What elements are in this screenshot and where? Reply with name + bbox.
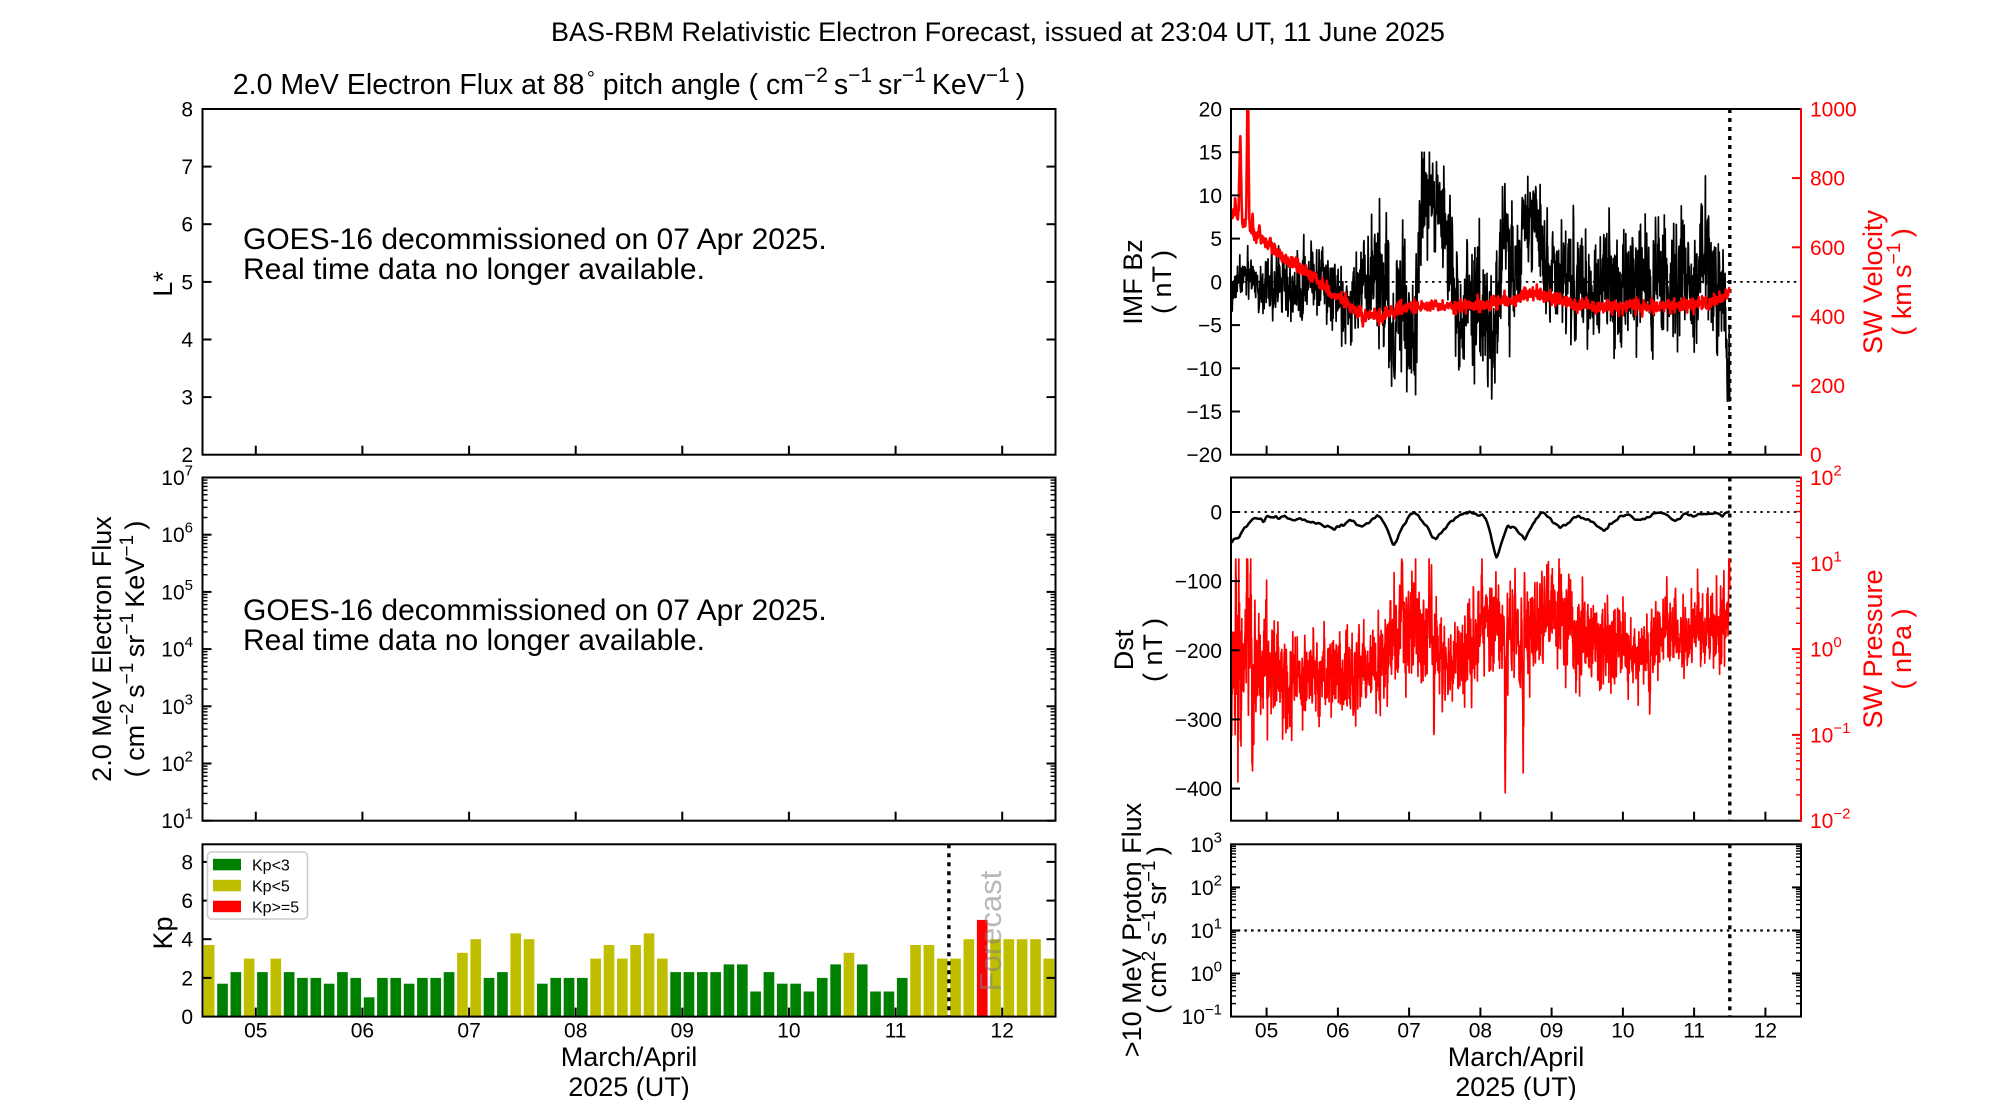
svg-text:IMF Bz: IMF Bz	[1118, 239, 1148, 325]
svg-text:4: 4	[181, 329, 193, 352]
svg-text:−20: −20	[1186, 444, 1222, 467]
svg-text:L*: L*	[148, 271, 178, 297]
svg-text:−10: −10	[1186, 358, 1222, 381]
svg-text:March/April: March/April	[561, 1042, 698, 1072]
svg-text:11: 11	[885, 1020, 907, 1043]
svg-text:March/April: March/April	[1448, 1042, 1585, 1072]
svg-text:12: 12	[991, 1020, 1014, 1043]
svg-text:1000: 1000	[1810, 99, 1857, 122]
svg-text:−200: −200	[1175, 640, 1222, 663]
svg-text:11: 11	[1683, 1020, 1705, 1043]
svg-text:−15: −15	[1186, 401, 1222, 424]
svg-text:15: 15	[1199, 142, 1222, 165]
svg-text:8: 8	[181, 851, 193, 874]
svg-text:10−2: 10−2	[1810, 806, 1850, 834]
svg-text:Dst: Dst	[1109, 629, 1139, 670]
svg-text:07: 07	[1397, 1020, 1420, 1043]
svg-text:0: 0	[1210, 502, 1222, 525]
svg-text:0: 0	[1210, 271, 1222, 294]
svg-text:( nPa ): ( nPa )	[1887, 608, 1917, 689]
svg-text:2.0 MeV Electron Flux: 2.0 MeV Electron Flux	[87, 516, 117, 782]
svg-text:Real time data no longer avail: Real time data no longer available.	[243, 253, 705, 286]
svg-text:2: 2	[181, 444, 193, 467]
svg-text:600: 600	[1810, 237, 1845, 260]
svg-text:−300: −300	[1175, 709, 1222, 732]
svg-text:SW Pressure: SW Pressure	[1858, 569, 1888, 728]
svg-text:06: 06	[1326, 1020, 1349, 1043]
svg-text:7: 7	[181, 156, 193, 179]
svg-text:8: 8	[181, 99, 193, 122]
svg-text:200: 200	[1810, 375, 1845, 398]
svg-text:05: 05	[244, 1020, 267, 1043]
svg-text:5: 5	[1210, 228, 1222, 251]
svg-text:09: 09	[1540, 1020, 1563, 1043]
svg-text:08: 08	[1469, 1020, 1492, 1043]
svg-text:SW Velocity: SW Velocity	[1858, 209, 1888, 354]
svg-text:06: 06	[351, 1020, 374, 1043]
svg-text:6: 6	[181, 214, 193, 237]
svg-text:2025 (UT): 2025 (UT)	[1455, 1072, 1577, 1100]
svg-text:0: 0	[1810, 444, 1822, 467]
svg-text:12: 12	[1754, 1020, 1777, 1043]
svg-text:BAS-RBM Relativistic Electron: BAS-RBM Relativistic Electron Forecast, …	[551, 17, 1445, 47]
svg-text:4: 4	[181, 929, 193, 952]
svg-text:−400: −400	[1175, 778, 1222, 801]
svg-text:( nT ): ( nT )	[1147, 250, 1177, 314]
svg-text:3: 3	[181, 387, 193, 410]
svg-text:Kp>=5: Kp>=5	[252, 899, 299, 916]
svg-text:2: 2	[181, 967, 193, 990]
svg-text:Real time data no longer avail: Real time data no longer available.	[243, 624, 705, 657]
svg-text:−100: −100	[1175, 571, 1222, 594]
svg-text:GOES-16 decommissioned on 07 A: GOES-16 decommissioned on 07 Apr 2025.	[243, 594, 827, 627]
svg-text:106: 106	[161, 520, 193, 548]
svg-text:Kp<5: Kp<5	[252, 878, 290, 895]
svg-text:10: 10	[777, 1020, 800, 1043]
svg-text:>10 MeV Proton Flux: >10 MeV Proton Flux	[1117, 802, 1147, 1057]
svg-text:08: 08	[564, 1020, 587, 1043]
svg-text:10: 10	[1611, 1020, 1634, 1043]
svg-text:Forecast: Forecast	[973, 870, 1008, 991]
svg-text:10: 10	[1199, 185, 1222, 208]
svg-text:0: 0	[181, 1006, 193, 1029]
svg-text:( nT ): ( nT )	[1138, 618, 1168, 682]
svg-text:( cm−2 s−1 sr−1 KeV−1 ): ( cm−2 s−1 sr−1 KeV−1 )	[117, 521, 150, 778]
svg-text:400: 400	[1810, 306, 1845, 329]
svg-text:−5: −5	[1198, 315, 1222, 338]
svg-text:5: 5	[181, 271, 193, 294]
svg-text:2025 (UT): 2025 (UT)	[568, 1072, 690, 1100]
svg-text:20: 20	[1199, 99, 1222, 122]
svg-text:6: 6	[181, 890, 193, 913]
svg-text:GOES-16 decommissioned on 07 A: GOES-16 decommissioned on 07 Apr 2025.	[243, 223, 827, 256]
svg-text:07: 07	[457, 1020, 480, 1043]
svg-text:2.0 MeV Electron Flux at 88 °: 2.0 MeV Electron Flux at 88 ° pitch angl…	[233, 64, 1025, 101]
svg-text:Kp<3: Kp<3	[252, 858, 290, 875]
svg-text:800: 800	[1810, 168, 1845, 191]
svg-text:Kp: Kp	[148, 916, 178, 949]
svg-text:09: 09	[671, 1020, 694, 1043]
svg-text:05: 05	[1255, 1020, 1278, 1043]
